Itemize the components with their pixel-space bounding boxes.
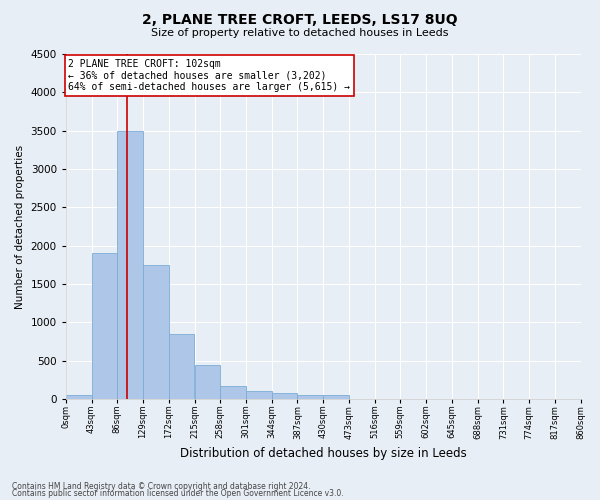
Bar [272,394,298,399]
Bar [66,396,92,399]
Bar [246,392,272,399]
Bar [323,396,349,399]
Bar [298,396,323,399]
Bar [118,130,143,399]
Bar [92,254,118,399]
Text: Contains HM Land Registry data © Crown copyright and database right 2024.: Contains HM Land Registry data © Crown c… [12,482,311,491]
Bar [220,386,246,399]
Bar [169,334,194,399]
Bar [143,265,169,399]
Bar [194,364,220,399]
X-axis label: Distribution of detached houses by size in Leeds: Distribution of detached houses by size … [180,447,467,460]
Text: 2 PLANE TREE CROFT: 102sqm
← 36% of detached houses are smaller (3,202)
64% of s: 2 PLANE TREE CROFT: 102sqm ← 36% of deta… [68,59,350,92]
Y-axis label: Number of detached properties: Number of detached properties [15,144,25,308]
Text: 2, PLANE TREE CROFT, LEEDS, LS17 8UQ: 2, PLANE TREE CROFT, LEEDS, LS17 8UQ [142,12,458,26]
Text: Contains public sector information licensed under the Open Government Licence v3: Contains public sector information licen… [12,489,344,498]
Text: Size of property relative to detached houses in Leeds: Size of property relative to detached ho… [151,28,449,38]
